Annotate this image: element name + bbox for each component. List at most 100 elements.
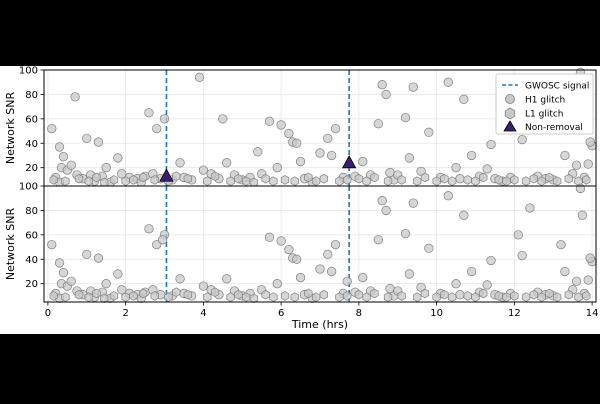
- h1-glitch-point: [222, 274, 232, 284]
- h1-glitch-point: [577, 210, 588, 220]
- l1-glitch-point: [203, 176, 212, 186]
- l1-glitch-point: [92, 172, 101, 183]
- x-tick-label: 14: [586, 308, 599, 319]
- l1-glitch-point: [383, 292, 393, 302]
- l1-glitch-point: [172, 287, 181, 298]
- l1-glitch-point: [529, 173, 538, 184]
- l1-glitch-point: [432, 176, 441, 186]
- l1-glitch-point: [343, 175, 352, 185]
- l1-glitch-point: [354, 173, 364, 184]
- y-tick-label: 80: [25, 90, 38, 101]
- h1-glitch-point: [585, 137, 595, 147]
- h1-glitch-point: [486, 139, 496, 150]
- h1-glitch-point: [408, 82, 418, 92]
- h1-glitch-point: [381, 89, 391, 100]
- l1-glitch-point: [564, 173, 573, 184]
- l1-glitch-point: [545, 172, 554, 183]
- l1-glitch-point: [210, 171, 220, 182]
- y-tick-label: 60: [25, 230, 38, 241]
- h1-glitch-point: [93, 137, 104, 147]
- l1-glitch-point: [290, 292, 299, 302]
- h1-glitch-point: [443, 191, 453, 201]
- l1-glitch-point: [84, 176, 93, 186]
- l1-glitch-point: [280, 291, 290, 301]
- h1-glitch-point: [455, 174, 465, 184]
- l1-glitch-point: [362, 292, 371, 302]
- l1-glitch-point: [138, 288, 148, 299]
- h1-glitch-point: [583, 159, 593, 169]
- l1-glitch-point: [49, 175, 58, 185]
- h1-glitch-point: [327, 150, 337, 161]
- h1-glitch-point: [400, 112, 411, 123]
- x-tick-label: 0: [45, 308, 51, 319]
- x-tick-label: 6: [278, 308, 284, 319]
- h1-glitch-point: [152, 123, 162, 134]
- x-tick-label: 10: [430, 308, 443, 319]
- h1-glitch-point: [459, 210, 469, 220]
- h1-glitch-point: [66, 160, 76, 170]
- h1-glitch-point: [451, 279, 461, 289]
- h1-glitch-point: [571, 276, 582, 286]
- l1-glitch-point: [84, 292, 93, 302]
- l1-glitch-point: [354, 289, 364, 300]
- l1-glitch-point: [74, 173, 84, 184]
- h1-glitch-point: [377, 80, 387, 90]
- l1-glitch-point: [164, 292, 173, 302]
- h1-glitch-point: [222, 158, 232, 168]
- h1-glitch-point: [54, 258, 65, 268]
- h1-glitch-point: [54, 142, 65, 152]
- h1-glitch-point: [455, 290, 465, 300]
- l1-glitch-point: [479, 172, 488, 183]
- nonremoval-marker: [341, 154, 357, 169]
- l1-glitch-point: [413, 292, 422, 302]
- y-tick-label: 100: [19, 182, 38, 193]
- h1-glitch-point: [373, 119, 383, 129]
- x-tick-label: 12: [508, 308, 521, 319]
- l1-glitch-point: [249, 177, 259, 188]
- l1-glitch-point: [138, 172, 148, 183]
- l1-glitch-point: [304, 288, 313, 299]
- h1-glitch-point: [58, 268, 69, 278]
- l1-glitch-point: [494, 291, 503, 301]
- l1-glitch-point: [574, 292, 583, 302]
- h1-glitch-point: [82, 249, 92, 260]
- l1-glitch-point: [269, 292, 278, 302]
- h1-glitch-point: [585, 253, 595, 263]
- l1-glitch-point: [311, 292, 321, 302]
- y-ticks-top: 20 40 60 80 100: [19, 66, 44, 174]
- l1-glitch-point: [397, 291, 406, 301]
- h1-glitch-point: [175, 158, 185, 168]
- l1-glitch-point: [241, 176, 251, 186]
- l1-glitch-point: [440, 173, 449, 184]
- legend-gwosc-label: GWOSC signal: [525, 82, 589, 92]
- l1-glitch-point: [448, 292, 457, 302]
- l1-glitch-point: [440, 289, 449, 300]
- h1-glitch-point: [47, 123, 57, 134]
- h1-glitch-point: [66, 276, 76, 286]
- h1-glitch-point: [276, 236, 286, 246]
- plot-area-bottom: [44, 186, 596, 302]
- y-tick-label: 80: [25, 206, 38, 217]
- l1-glitch-point: [502, 176, 511, 186]
- legend-l1-swatch: [504, 107, 516, 120]
- h1-glitch-point: [408, 198, 418, 208]
- legend-nonremoval-swatch: [503, 120, 517, 132]
- h1-glitch-point: [144, 224, 154, 234]
- h1-glitch-point: [159, 114, 170, 124]
- l1-glitch-point: [311, 176, 321, 186]
- h1-glitch-point: [295, 272, 306, 283]
- l1-glitch-point: [129, 291, 138, 301]
- l1-glitch-point: [502, 292, 511, 302]
- y-axis-label-top: Network SNR: [4, 92, 17, 165]
- h1-glitch-point: [117, 169, 127, 179]
- h1-glitch-point: [400, 228, 411, 239]
- h1-glitch-point: [113, 153, 123, 163]
- l1-glitch-point: [370, 172, 379, 183]
- h1-glitch-point: [323, 249, 333, 260]
- l1-glitch-point: [537, 176, 546, 186]
- l1-glitch-point: [448, 176, 457, 186]
- h1-glitch-point: [292, 138, 302, 148]
- h1-glitch-point: [272, 279, 282, 289]
- l1-glitch-point: [463, 175, 472, 185]
